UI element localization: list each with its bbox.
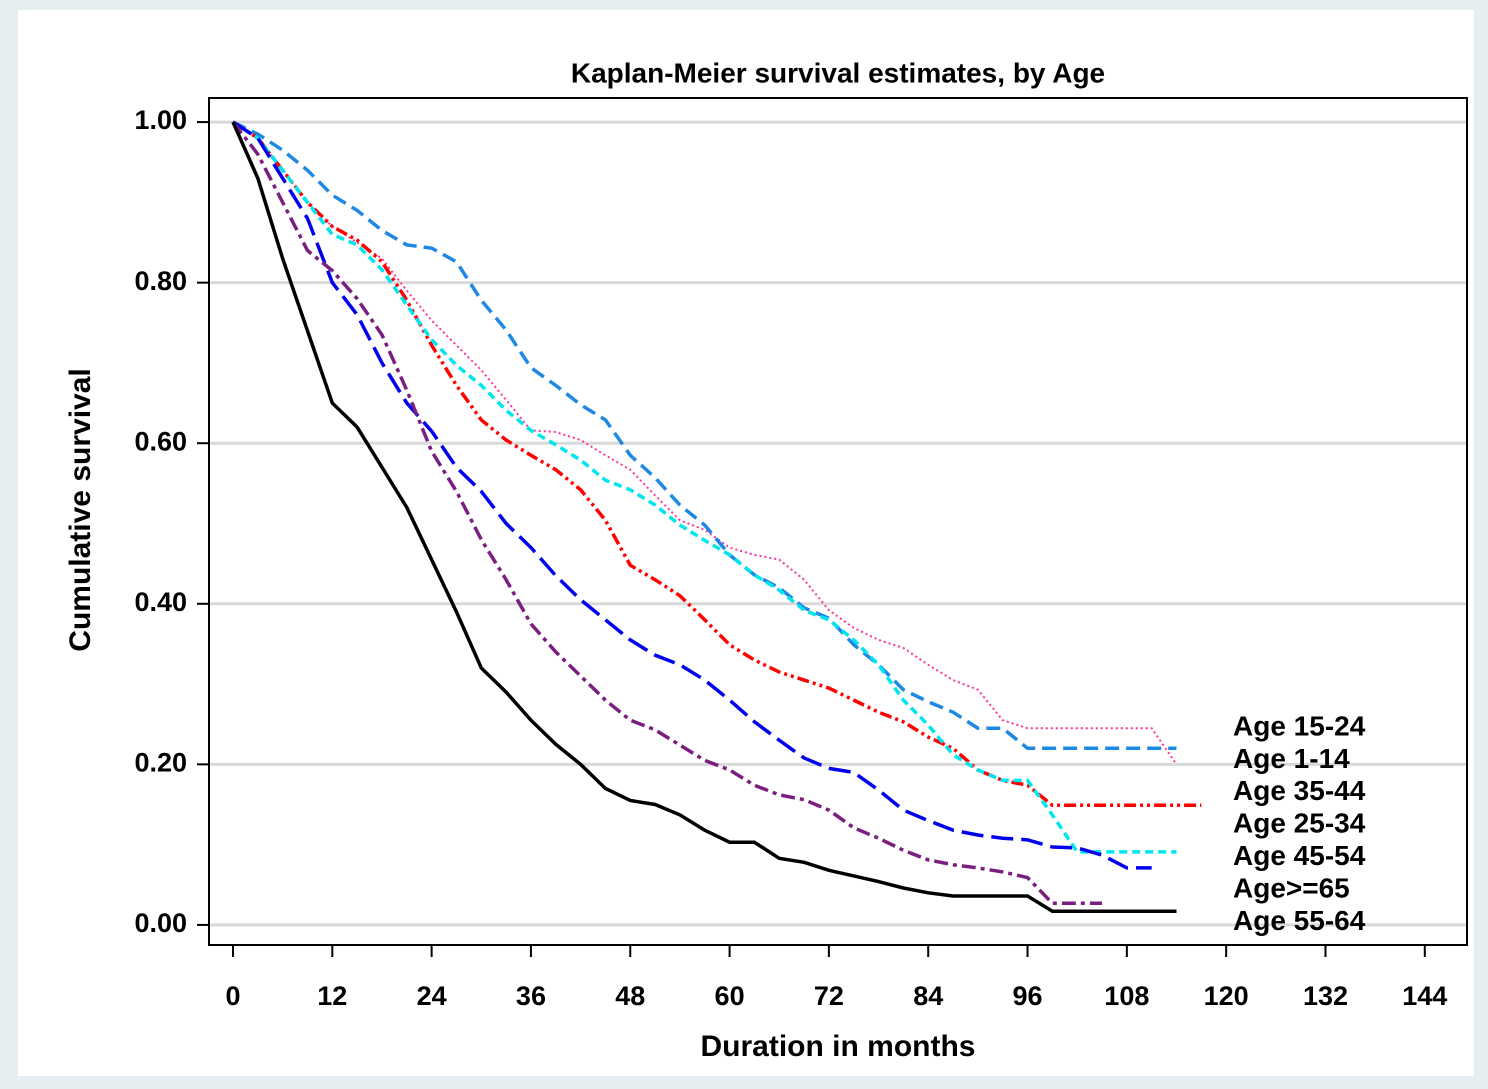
- y-axis-title: Cumulative survival: [64, 368, 97, 651]
- y-tick-label: 0.20: [134, 747, 187, 777]
- legend-label: Age 35-44: [1233, 775, 1366, 806]
- x-tick-label: 72: [814, 981, 844, 1011]
- x-tick-label: 120: [1204, 981, 1249, 1011]
- legend-label: Age 25-34: [1233, 808, 1366, 839]
- y-tick-label: 0.80: [134, 266, 187, 296]
- survival-line: [232, 120, 1177, 854]
- x-tick-label: 96: [1013, 981, 1043, 1011]
- survival-line: [232, 120, 1177, 751]
- legend-label: Age 55-64: [1233, 905, 1366, 936]
- chart-title: Kaplan-Meier survival estimates, by Age: [571, 57, 1105, 88]
- plot-frame: [208, 97, 1468, 946]
- y-tick-label: 0.00: [134, 908, 187, 938]
- survival-line: [232, 120, 1152, 870]
- y-tick-label: 0.60: [134, 426, 187, 456]
- survival-line: [231, 121, 1177, 914]
- legend-label: Age 45-54: [1233, 840, 1366, 871]
- x-axis-title: Duration in months: [701, 1030, 976, 1063]
- x-tick-label: 36: [516, 981, 546, 1011]
- x-tick-label: 144: [1402, 981, 1447, 1011]
- legend-label: Age 1-14: [1233, 743, 1350, 774]
- survival-line: [231, 121, 1103, 906]
- x-tick-label: 132: [1303, 981, 1348, 1011]
- x-tick-label: 12: [317, 981, 347, 1011]
- x-tick-label: 60: [715, 981, 745, 1011]
- legend-label: Age>=65: [1233, 872, 1350, 903]
- x-tick-label: 0: [225, 981, 240, 1011]
- y-tick-label: 0.40: [134, 587, 187, 617]
- y-tick-label: 1.00: [134, 105, 187, 135]
- legend-label: Age 15-24: [1233, 710, 1366, 741]
- x-tick-label: 24: [417, 981, 447, 1011]
- x-tick-label: 108: [1104, 981, 1149, 1011]
- x-tick-label: 48: [615, 981, 645, 1011]
- x-tick-label: 84: [913, 981, 943, 1011]
